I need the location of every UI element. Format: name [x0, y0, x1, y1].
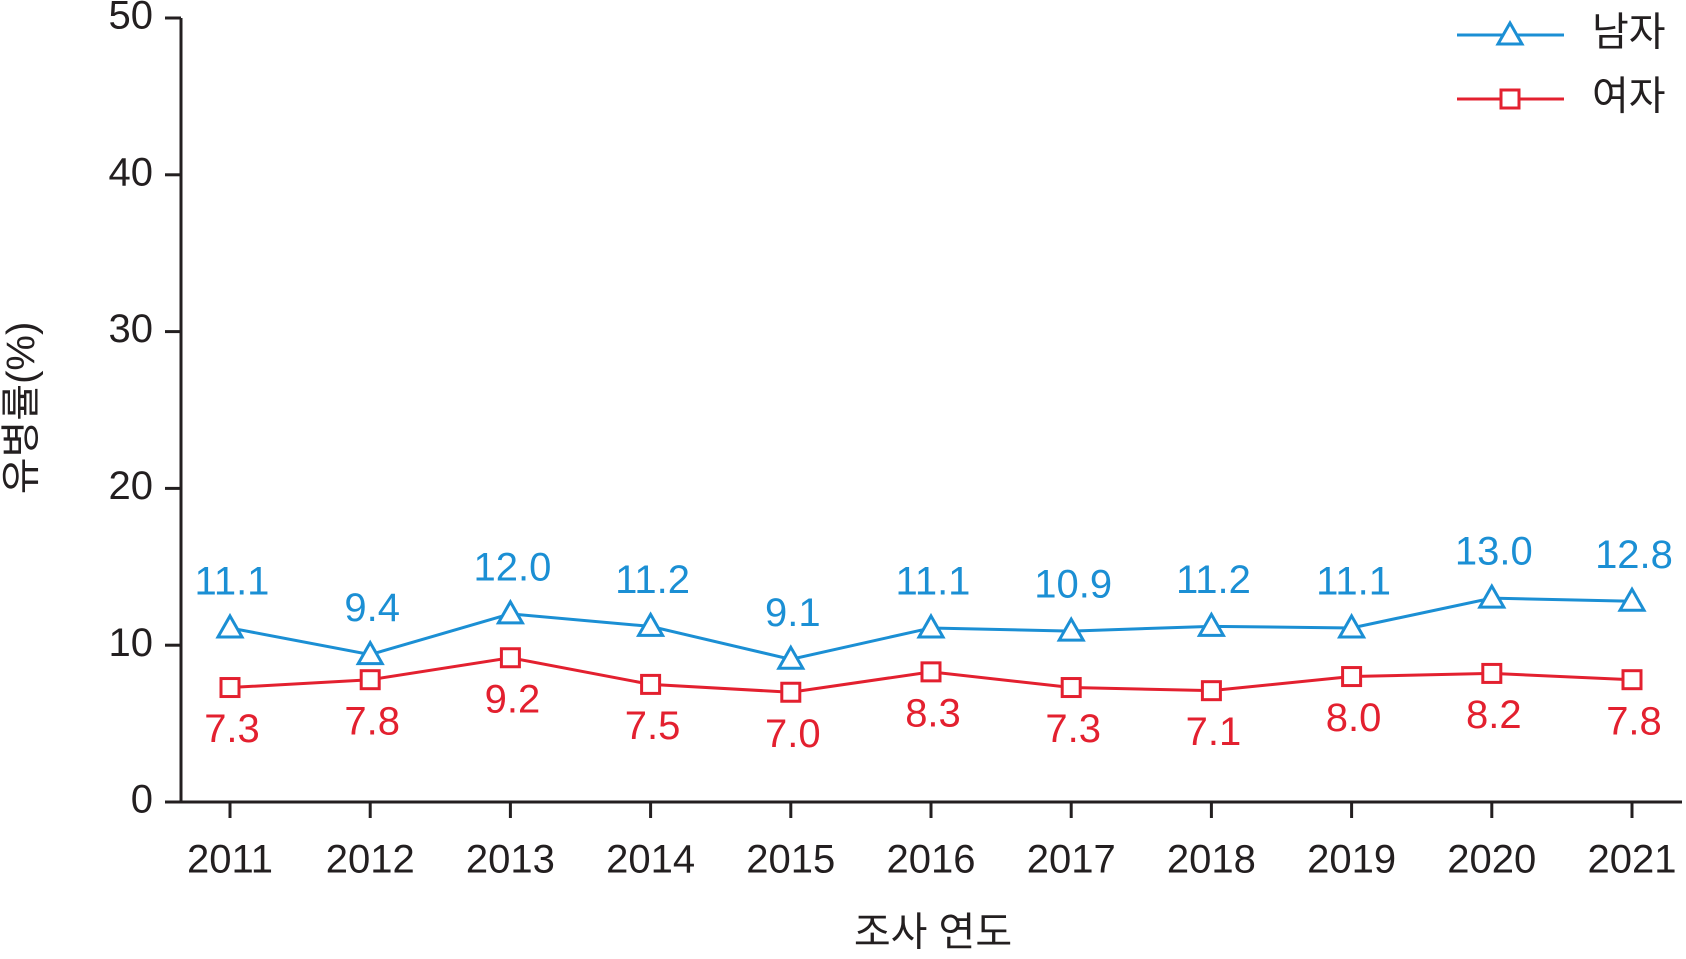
x-tick-label: 2016 [887, 838, 976, 882]
marker [359, 669, 381, 691]
marker [1196, 611, 1226, 637]
y-tick-label: 0 [131, 778, 153, 822]
x-axis-title: 조사 연도 [854, 911, 1012, 955]
x-tick-label: 2017 [1027, 838, 1116, 882]
data-label: 7.0 [765, 712, 821, 756]
data-label: 8.3 [905, 691, 961, 735]
data-label: 8.0 [1326, 696, 1382, 740]
marker [1056, 616, 1086, 642]
data-label: 7.8 [344, 699, 400, 743]
data-label: 7.1 [1186, 710, 1242, 754]
x-tick-label: 2021 [1588, 838, 1677, 882]
data-label: 7.5 [625, 704, 681, 748]
y-tick-label: 30 [109, 307, 154, 351]
marker [1621, 669, 1643, 691]
x-tick-label: 2015 [746, 838, 835, 882]
data-label: 7.8 [1606, 699, 1662, 743]
data-label: 11.2 [615, 558, 690, 602]
x-tick-label: 2018 [1167, 838, 1256, 882]
data-label: 7.3 [1045, 707, 1101, 751]
data-label: 11.1 [1316, 560, 1391, 604]
marker [640, 673, 662, 695]
marker [219, 677, 241, 699]
marker [499, 647, 521, 669]
legend-marker [1495, 19, 1525, 46]
marker [916, 612, 946, 639]
data-label: 7.3 [204, 707, 260, 751]
legend-marker [1499, 88, 1521, 110]
data-label: 11.1 [896, 560, 971, 604]
legend-label: 남자 [1592, 11, 1666, 55]
y-tick-label: 20 [109, 464, 154, 508]
marker [920, 661, 942, 683]
marker [495, 598, 525, 625]
y-axis-title: 유병률(%) [0, 322, 44, 495]
marker [1481, 662, 1503, 684]
data-label: 8.2 [1466, 693, 1522, 737]
marker [1341, 666, 1363, 688]
marker [776, 644, 806, 670]
marker [215, 612, 245, 639]
y-tick-label: 10 [109, 621, 154, 665]
data-label: 12.0 [473, 545, 551, 589]
marker [1200, 680, 1222, 702]
x-tick-label: 2019 [1307, 838, 1396, 882]
data-label: 9.1 [765, 591, 821, 635]
data-label: 9.2 [485, 677, 541, 721]
marker [1617, 586, 1647, 612]
data-label: 12.8 [1595, 533, 1673, 577]
data-label: 11.2 [1176, 558, 1251, 602]
marker [1477, 583, 1507, 609]
x-tick-label: 2013 [466, 838, 555, 882]
data-label: 9.4 [344, 586, 400, 630]
marker [1060, 677, 1082, 699]
marker [355, 639, 385, 666]
x-tick-label: 2014 [606, 838, 695, 882]
y-tick-label: 40 [109, 150, 154, 194]
data-label: 11.1 [195, 560, 270, 604]
x-tick-label: 2020 [1447, 838, 1536, 882]
marker [1337, 612, 1367, 639]
x-tick-label: 2011 [187, 838, 273, 882]
data-label: 13.0 [1455, 530, 1533, 574]
y-tick-label: 50 [109, 0, 154, 38]
legend-label: 여자 [1592, 75, 1666, 119]
marker [636, 611, 666, 637]
x-tick-label: 2012 [326, 838, 415, 882]
marker [780, 681, 802, 703]
data-label: 10.9 [1034, 563, 1112, 607]
